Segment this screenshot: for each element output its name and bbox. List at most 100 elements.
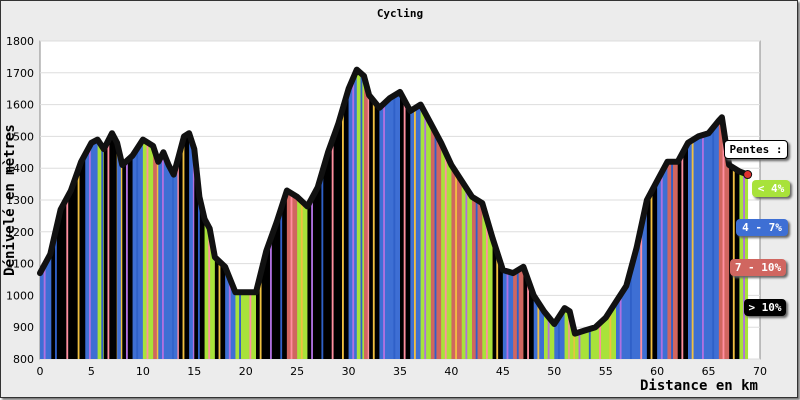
- slope-bar: [122, 164, 125, 359]
- slope-bar: [222, 264, 225, 359]
- slope-bar: [646, 198, 650, 359]
- x-tick-label: 35: [393, 365, 407, 378]
- slope-bar: [296, 196, 298, 359]
- slope-bar: [141, 140, 144, 360]
- slope-bar: [604, 318, 607, 359]
- slope-bar: [398, 92, 401, 359]
- slope-bar: [323, 165, 326, 359]
- y-axis-ticks: 800 900 1000 1100 1200 1300 1400 1500 1600 1700 18…: [6, 35, 34, 366]
- slope-bar: [372, 100, 376, 359]
- slope-bar: [41, 267, 45, 359]
- slope-bar: [192, 146, 195, 359]
- slope-bar: [321, 171, 324, 359]
- slope-bar: [214, 258, 218, 359]
- slope-bar: [253, 292, 256, 359]
- slope-bar: [220, 263, 223, 359]
- slope-bar: [256, 288, 259, 359]
- x-tick-label: 5: [88, 365, 95, 378]
- slope-bar: [355, 70, 358, 359]
- slope-bar: [156, 159, 159, 359]
- slope-bar: [438, 139, 441, 359]
- slope-bar: [211, 246, 215, 359]
- slope-bar: [600, 321, 604, 359]
- slope-bar: [677, 160, 680, 359]
- slope-bar: [278, 213, 281, 359]
- slope-bar: [383, 103, 386, 360]
- slope-bar: [455, 172, 458, 359]
- slope-bar: [286, 191, 290, 359]
- slope-bar: [132, 154, 135, 359]
- slope-bar: [491, 236, 493, 359]
- slope-bar: [175, 164, 178, 359]
- slope-bar: [419, 104, 421, 359]
- slope-bar: [667, 161, 670, 359]
- slope-bar: [429, 122, 432, 359]
- slope-bar: [184, 135, 187, 359]
- x-axis-title: Distance en km: [640, 378, 758, 394]
- slope-bar: [300, 201, 304, 359]
- slope-bar: [172, 173, 175, 359]
- slope-bar: [111, 133, 114, 359]
- slope-bar: [120, 161, 123, 359]
- slope-bar: [545, 314, 549, 359]
- slope-bar: [496, 252, 499, 359]
- slope-bar: [658, 175, 662, 359]
- slope-bar: [417, 105, 420, 359]
- slope-bar: [66, 197, 69, 359]
- slope-bar: [718, 119, 722, 359]
- slope-bar: [129, 157, 132, 359]
- x-tick-label: 25: [290, 365, 304, 378]
- slope-bar: [232, 287, 235, 359]
- slope-bar: [705, 133, 708, 359]
- slope-bar: [189, 136, 192, 359]
- slope-bar: [487, 225, 491, 359]
- slope-bar: [75, 174, 79, 359]
- slope-bar: [165, 160, 168, 359]
- slope-bar: [420, 106, 423, 359]
- slope-bar: [703, 134, 707, 359]
- profile-line: [37, 66, 751, 337]
- slope-bar: [631, 261, 635, 359]
- slope-bar: [557, 316, 561, 359]
- slope-bar: [124, 162, 127, 359]
- slope-bar: [518, 269, 521, 359]
- x-tick-label: 40: [444, 365, 458, 378]
- slope-bar: [701, 134, 705, 359]
- slope-bar: [218, 261, 221, 359]
- slope-bar: [656, 181, 658, 359]
- slope-bar: [113, 136, 116, 359]
- slope-bar: [393, 95, 396, 359]
- slope-bar: [688, 142, 691, 359]
- slope-bar: [442, 148, 446, 359]
- slope-bar: [463, 185, 466, 359]
- slope-bar: [397, 93, 400, 359]
- slope-bar: [216, 259, 219, 359]
- slope-bar: [465, 188, 468, 359]
- slope-bar: [139, 142, 143, 359]
- slope-bar: [340, 114, 343, 360]
- slope-bar: [186, 134, 189, 359]
- slope-bar: [73, 179, 77, 359]
- slope-bar: [586, 329, 590, 359]
- slope-bar: [237, 292, 240, 359]
- slope-bar: [352, 77, 355, 359]
- slope-bar: [362, 75, 365, 359]
- slope-bar: [354, 73, 357, 360]
- slope-bar: [484, 212, 487, 359]
- slope-bar: [160, 156, 163, 359]
- slope-bar: [62, 204, 65, 359]
- slope-bar: [239, 292, 242, 359]
- slope-bar: [502, 270, 506, 359]
- slope-bar: [306, 205, 308, 359]
- slope-bar: [206, 224, 209, 359]
- slope-bar: [535, 299, 538, 359]
- slope-bar: [640, 226, 643, 359]
- y-tick-label: 800: [13, 353, 34, 366]
- slope-bar: [285, 192, 288, 359]
- slope-bar: [681, 153, 684, 359]
- slope-bar: [506, 271, 509, 359]
- slope-bar: [395, 94, 398, 359]
- y-tick-label: 1800: [6, 35, 34, 48]
- slope-bar: [434, 132, 437, 359]
- slope-bar: [588, 328, 592, 359]
